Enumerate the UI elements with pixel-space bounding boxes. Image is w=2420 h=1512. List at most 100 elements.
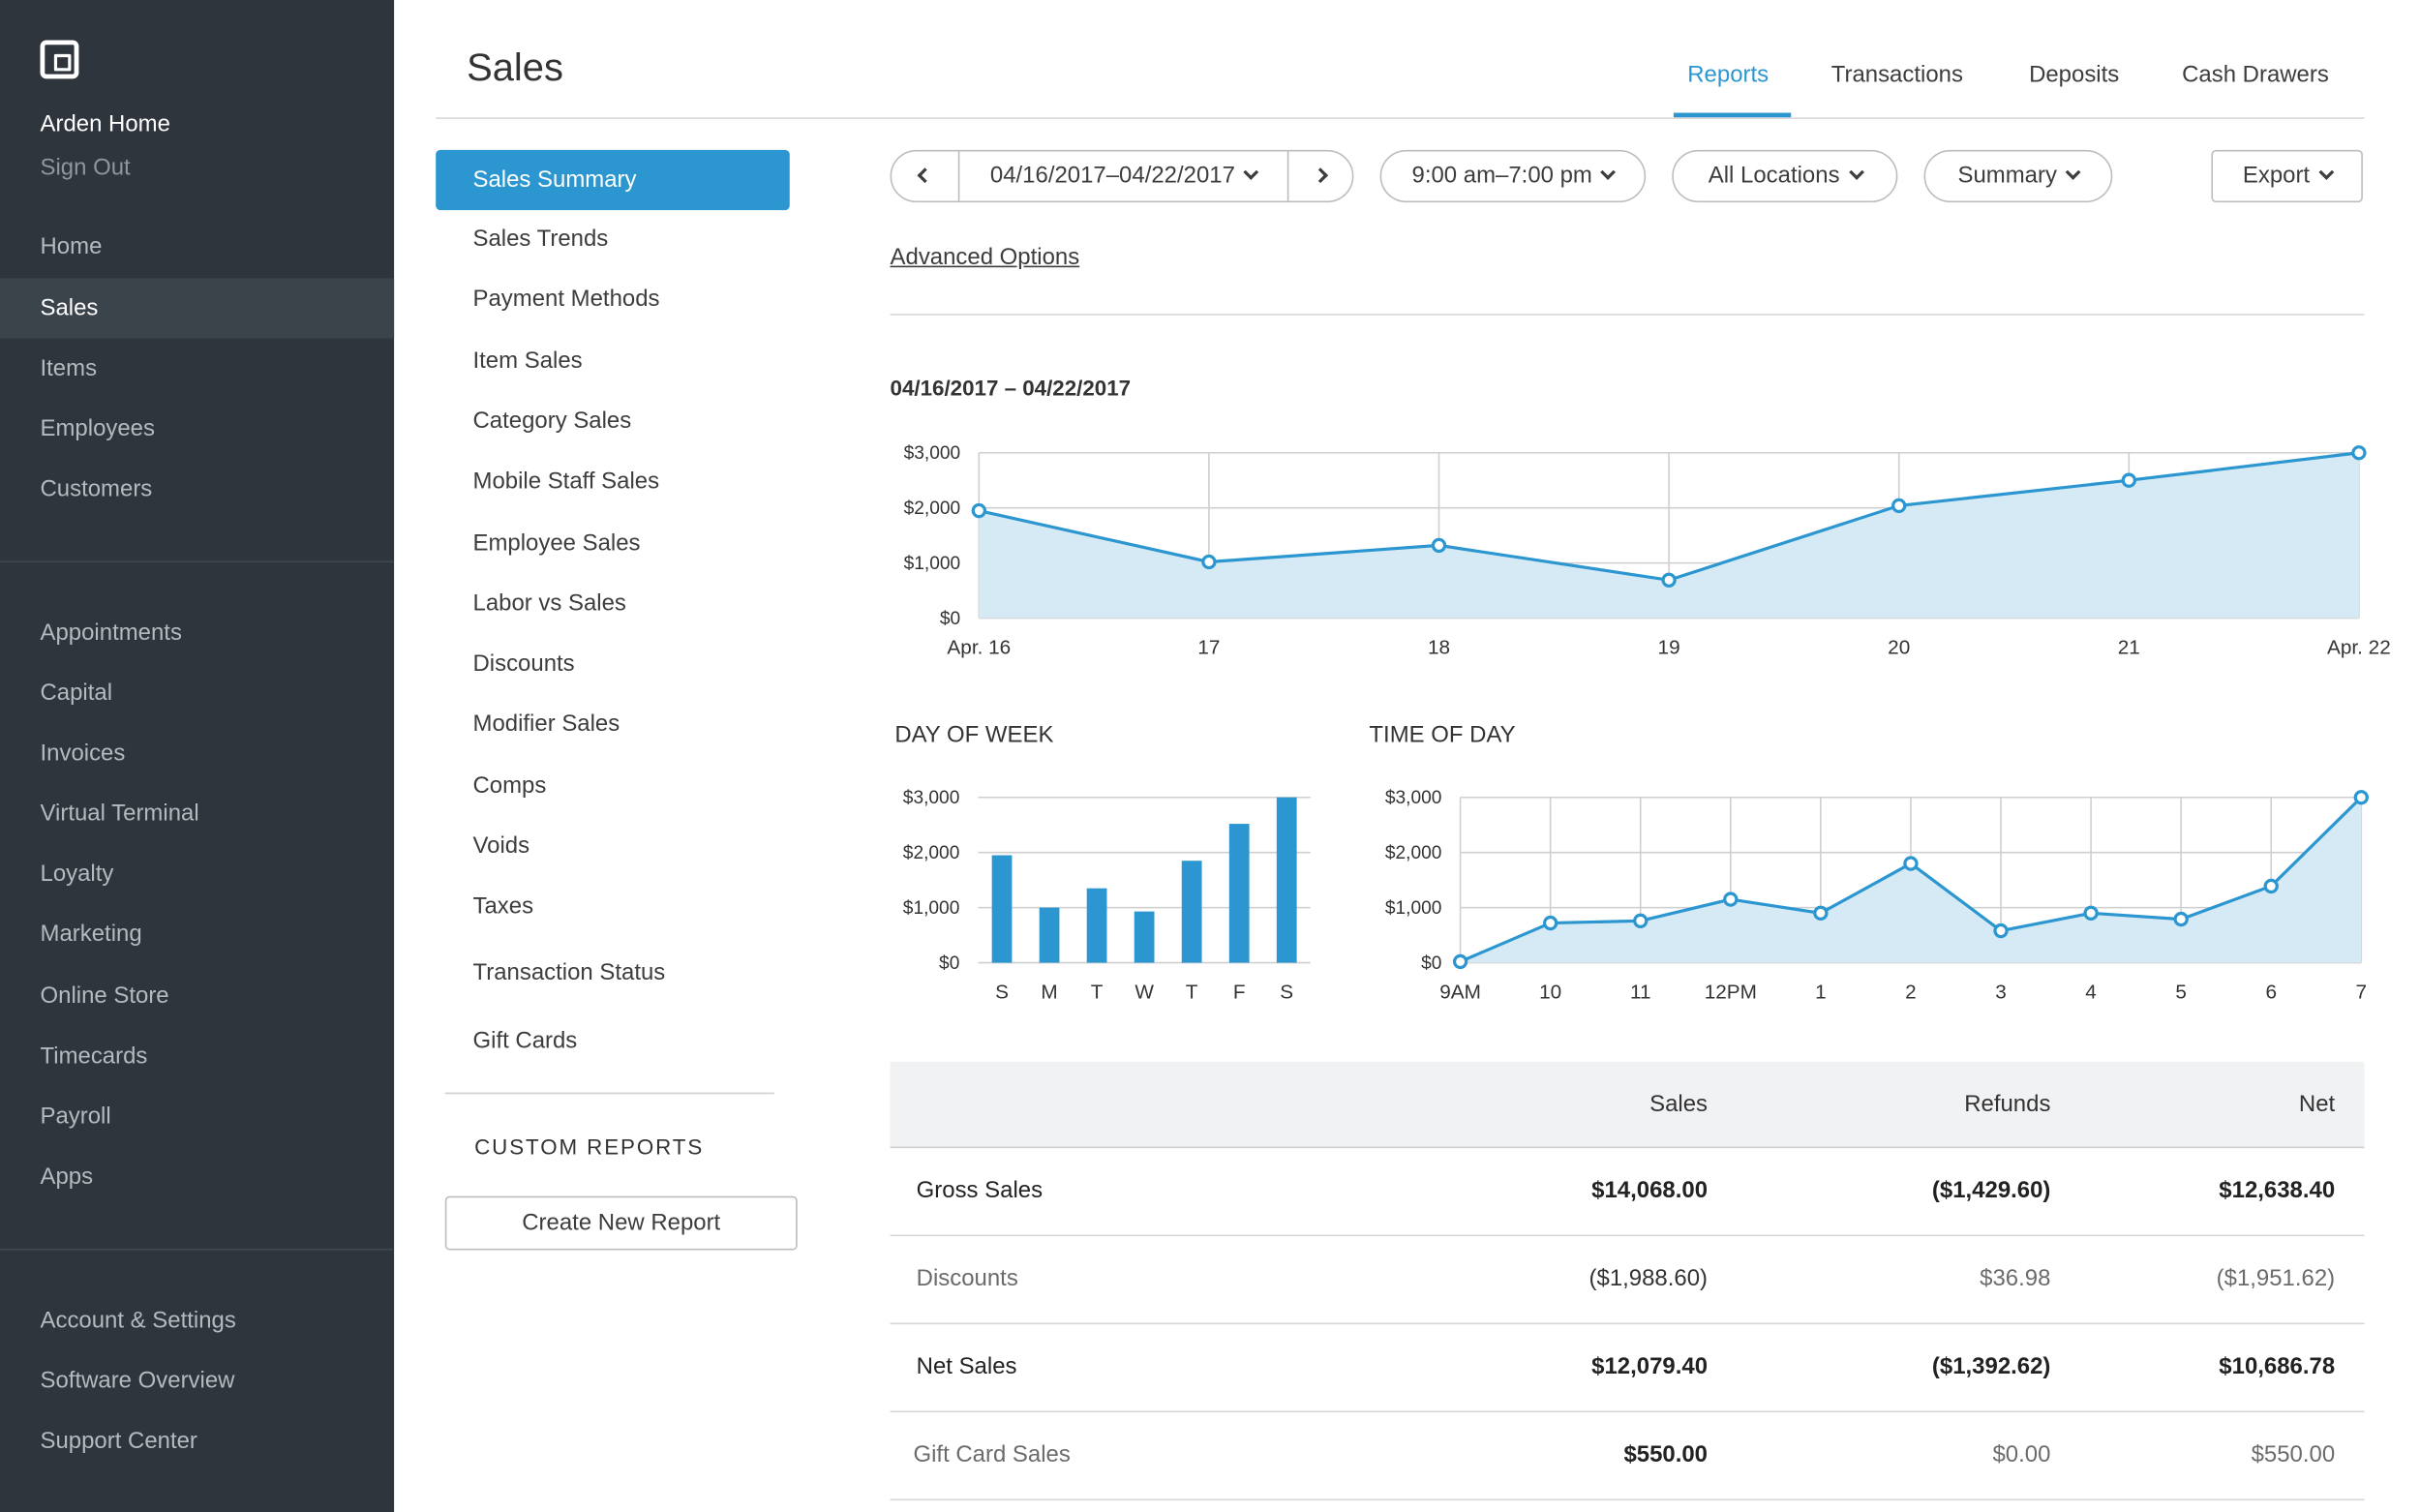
tab-cash-drawers[interactable]: Cash Drawers [2182, 61, 2329, 88]
y-tick-label: $0 [939, 953, 959, 974]
nav-item-sales[interactable]: Sales [0, 278, 395, 339]
square-logo-icon[interactable] [40, 40, 79, 79]
row-label: Discounts [916, 1265, 1018, 1292]
report-item-labor-vs-sales[interactable]: Labor vs Sales [472, 590, 626, 617]
date-range-dropdown[interactable]: 04/16/2017–04/22/2017 [959, 151, 1286, 200]
bar [1086, 888, 1107, 963]
main-chart-title: 04/16/2017 – 04/22/2017 [890, 375, 1132, 401]
time-of-day-chart: $3,000 $2,000 $1,000 $0 9AM 10 11 12PM 1 2 3 4 5 6 7 [1385, 788, 2369, 1003]
nav-item-marketing[interactable]: Marketing [40, 921, 142, 948]
time-range-dropdown[interactable]: 9:00 am–7:00 pm [1379, 149, 1647, 203]
chevron-down-icon [2065, 165, 2081, 180]
data-point [1993, 922, 2009, 939]
row-net: ($1,951.62) [2216, 1265, 2336, 1292]
nav-item-support-center[interactable]: Support Center [40, 1428, 197, 1455]
data-point [1723, 892, 1739, 907]
nav-item-appointments[interactable]: Appointments [40, 620, 182, 647]
y-tick-label: $1,000 [904, 554, 961, 574]
next-range-button[interactable] [1288, 151, 1351, 200]
time-of-day-chart-title: TIME OF DAY [1369, 721, 1516, 748]
row-refunds: ($1,392.62) [1931, 1353, 2051, 1380]
row-sales: $12,079.40 [1591, 1353, 1709, 1380]
report-item-sales-summary[interactable]: Sales Summary [436, 149, 790, 211]
x-tick-label: 2 [1905, 981, 1917, 1003]
nav-item-employees[interactable]: Employees [40, 415, 155, 442]
y-tick-label: $1,000 [903, 898, 960, 919]
nav-item-payroll[interactable]: Payroll [40, 1103, 111, 1130]
data-point [1543, 915, 1558, 931]
report-item-gift-cards[interactable]: Gift Cards [472, 1027, 578, 1054]
sidebar-divider [0, 1248, 395, 1251]
nav-item-software-overview[interactable]: Software Overview [40, 1367, 235, 1394]
x-tick-label: 3 [1995, 981, 2007, 1003]
x-tick-label: 9AM [1439, 981, 1481, 1003]
table-row: Net Sales $12,079.40 ($1,392.62) $10,686… [890, 1324, 2365, 1413]
column-header-sales: Sales [1649, 1091, 1709, 1118]
nav-item-invoices[interactable]: Invoices [40, 740, 126, 767]
sales-summary-table: Sales Refunds Net Gross Sales $14,068.00… [890, 1061, 2365, 1501]
report-item-sales-trends[interactable]: Sales Trends [472, 226, 609, 253]
data-point [1891, 498, 1907, 514]
chevron-down-icon [1848, 165, 1864, 180]
bar [991, 855, 1013, 963]
data-point [2351, 445, 2367, 461]
tab-transactions[interactable]: Transactions [1830, 61, 1963, 88]
bar [1228, 824, 1250, 963]
x-tick-label: 18 [1428, 636, 1450, 658]
sales-over-time-chart: $3,000 $2,000 $1,000 $0 Apr. 16 17 18 19 20 21 Apr… [904, 443, 2391, 658]
data-point [1813, 905, 1829, 921]
y-tick-label: $0 [1421, 953, 1441, 974]
view-dropdown[interactable]: Summary [1923, 149, 2113, 203]
row-sales: ($1,988.60) [1588, 1265, 1709, 1292]
create-new-report-button[interactable]: Create New Report [444, 1195, 798, 1251]
nav-item-home[interactable]: Home [40, 233, 103, 260]
nav-item-loyalty[interactable]: Loyalty [40, 861, 114, 888]
report-item-discounts[interactable]: Discounts [472, 650, 575, 678]
report-item-transaction-status[interactable]: Transaction Status [472, 959, 666, 986]
report-item-item-sales[interactable]: Item Sales [472, 348, 583, 375]
nav-item-account-settings[interactable]: Account & Settings [40, 1307, 236, 1334]
x-tick-label: 20 [1888, 636, 1910, 658]
chevron-down-icon [2317, 165, 2334, 180]
report-item-category-sales[interactable]: Category Sales [472, 408, 632, 435]
chevron-down-icon [1243, 165, 1259, 180]
report-item-modifier-sales[interactable]: Modifier Sales [472, 711, 620, 738]
report-item-employee-sales[interactable]: Employee Sales [472, 529, 641, 557]
export-label: Export [2242, 162, 2311, 189]
data-point [1201, 554, 1217, 570]
report-item-mobile-staff-sales[interactable]: Mobile Staff Sales [472, 468, 660, 495]
advanced-options-link[interactable]: Advanced Options [890, 244, 1080, 271]
nav-item-timecards[interactable]: Timecards [40, 1043, 148, 1070]
x-tick-label: S [995, 981, 1009, 1003]
report-item-payment-methods[interactable]: Payment Methods [472, 286, 660, 313]
tab-deposits[interactable]: Deposits [2029, 61, 2120, 88]
time-range-value: 9:00 am–7:00 pm [1411, 162, 1592, 189]
row-net: $10,686.78 [2219, 1353, 2336, 1380]
data-point [1661, 572, 1677, 588]
nav-item-apps[interactable]: Apps [40, 1164, 94, 1191]
sign-out-link[interactable]: Sign Out [40, 154, 131, 181]
tab-reports[interactable]: Reports [1687, 61, 1770, 88]
nav-item-virtual-terminal[interactable]: Virtual Terminal [40, 800, 199, 828]
report-item-taxes[interactable]: Taxes [472, 892, 534, 920]
nav-item-capital[interactable]: Capital [40, 680, 113, 707]
previous-range-button[interactable] [892, 151, 958, 200]
nav-item-items[interactable]: Items [40, 355, 98, 382]
custom-reports-heading: CUSTOM REPORTS [474, 1134, 705, 1160]
report-item-voids[interactable]: Voids [472, 832, 530, 860]
x-tick-label: 12PM [1705, 981, 1757, 1003]
locations-dropdown[interactable]: All Locations [1672, 149, 1898, 203]
y-tick-label: $3,000 [1385, 788, 1442, 808]
nav-item-customers[interactable]: Customers [40, 475, 153, 502]
data-point [1431, 537, 1447, 554]
row-refunds: ($1,429.60) [1931, 1177, 2051, 1204]
nav-item-online-store[interactable]: Online Store [40, 983, 169, 1010]
x-tick-label: 6 [2265, 981, 2277, 1003]
export-dropdown[interactable]: Export [2211, 149, 2363, 203]
area-fill [1460, 797, 2362, 963]
page-title: Sales [467, 45, 563, 90]
bar [1039, 907, 1060, 963]
day-of-week-chart-title: DAY OF WEEK [894, 721, 1054, 748]
row-label: Gross Sales [916, 1177, 1044, 1204]
report-item-comps[interactable]: Comps [472, 772, 547, 800]
